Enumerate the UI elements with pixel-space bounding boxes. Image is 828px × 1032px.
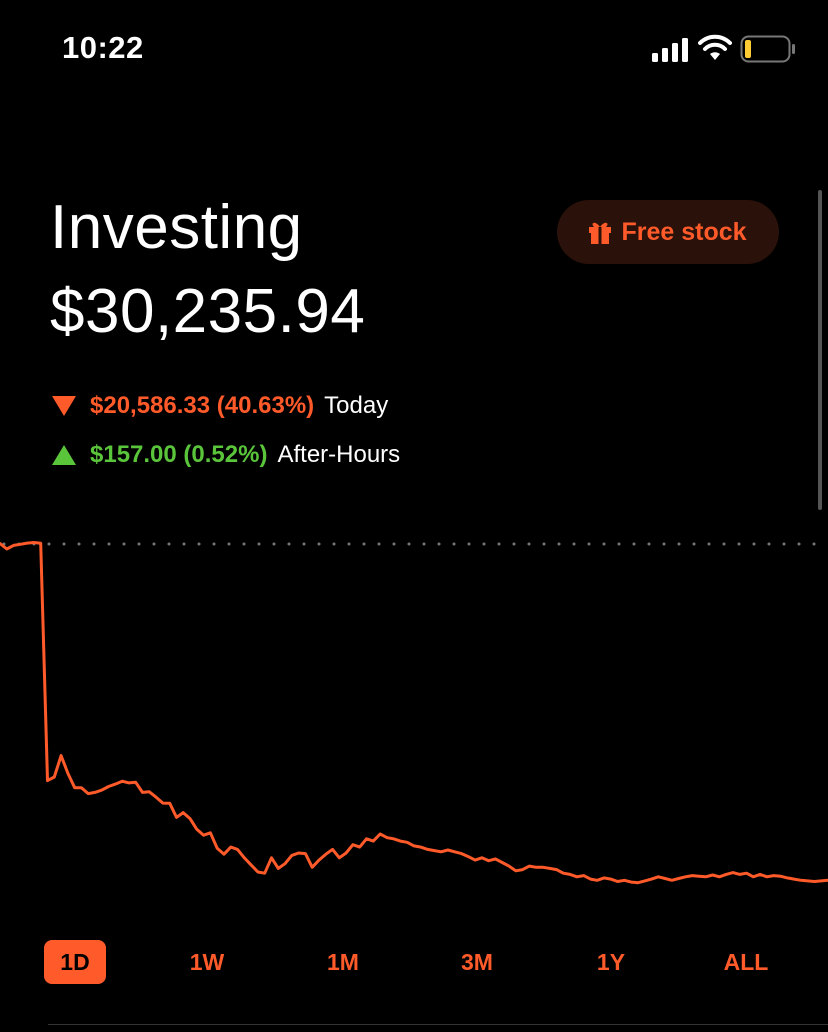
page-title: Investing bbox=[50, 193, 303, 262]
reference-dot bbox=[452, 542, 456, 546]
reference-dot bbox=[437, 542, 441, 546]
range-tab-1d[interactable]: 1D bbox=[44, 940, 106, 984]
reference-dot bbox=[602, 542, 606, 546]
reference-dot bbox=[497, 542, 501, 546]
reference-dot bbox=[212, 542, 216, 546]
after-hours-change-row: $157.00 (0.52%) After-Hours bbox=[52, 441, 400, 469]
reference-dot bbox=[407, 542, 411, 546]
reference-dot bbox=[182, 542, 186, 546]
reference-dot bbox=[167, 542, 171, 546]
reference-dot bbox=[272, 542, 276, 546]
reference-dot bbox=[377, 542, 381, 546]
reference-dot bbox=[467, 542, 471, 546]
reference-dot bbox=[317, 542, 321, 546]
range-tab-1m[interactable]: 1M bbox=[327, 949, 359, 975]
reference-dot bbox=[107, 542, 111, 546]
range-tab-3m[interactable]: 3M bbox=[461, 949, 493, 975]
reference-dot bbox=[197, 542, 201, 546]
reference-dot bbox=[557, 542, 561, 546]
reference-dot bbox=[782, 542, 786, 546]
reference-dot bbox=[572, 542, 576, 546]
reference-dot bbox=[122, 542, 126, 546]
today-change-amount: $20,586.33 (40.63%) bbox=[90, 392, 315, 419]
portfolio-chart[interactable] bbox=[0, 530, 828, 910]
reference-dot bbox=[797, 542, 801, 546]
up-triangle-icon bbox=[52, 445, 76, 465]
range-tab-1y[interactable]: 1Y bbox=[596, 949, 626, 975]
portfolio-value: $30,235.94 bbox=[50, 277, 366, 346]
reference-dot bbox=[512, 542, 516, 546]
after-hours-change-amount: $157.00 (0.52%) bbox=[90, 441, 268, 468]
reference-dot bbox=[737, 542, 741, 546]
reference-dot bbox=[302, 542, 306, 546]
previous-close-reference-line bbox=[2, 542, 816, 546]
reference-dot bbox=[332, 542, 336, 546]
reference-dot bbox=[812, 542, 816, 546]
free-stock-label: Free stock bbox=[621, 217, 747, 246]
reference-dot bbox=[752, 542, 756, 546]
reference-dot bbox=[692, 542, 696, 546]
down-triangle-icon bbox=[52, 396, 76, 416]
reference-dot bbox=[482, 542, 486, 546]
wifi-icon bbox=[698, 34, 732, 60]
today-change-row: $20,586.33 (40.63%) Today bbox=[52, 392, 388, 420]
reference-dot bbox=[617, 542, 621, 546]
range-tabs: 1D 1W 1M 3M 1Y ALL bbox=[44, 940, 784, 984]
reference-dot bbox=[242, 542, 246, 546]
reference-dot bbox=[47, 542, 51, 546]
reference-dot bbox=[632, 542, 636, 546]
range-tab-all[interactable]: ALL bbox=[723, 949, 769, 975]
reference-dot bbox=[257, 542, 261, 546]
status-time: 10:22 bbox=[62, 30, 144, 65]
status-bar: 10:22 bbox=[0, 0, 828, 100]
free-stock-button[interactable]: Free stock bbox=[557, 200, 779, 264]
reference-dot bbox=[137, 542, 141, 546]
reference-dot bbox=[677, 542, 681, 546]
divider bbox=[48, 1024, 828, 1025]
reference-dot bbox=[662, 542, 666, 546]
reference-dot bbox=[347, 542, 351, 546]
reference-dot bbox=[152, 542, 156, 546]
reference-dot bbox=[77, 542, 81, 546]
battery-low-icon bbox=[740, 35, 795, 63]
reference-dot bbox=[767, 542, 771, 546]
reference-dot bbox=[707, 542, 711, 546]
reference-dot bbox=[722, 542, 726, 546]
reference-dot bbox=[542, 542, 546, 546]
reference-dot bbox=[587, 542, 591, 546]
reference-dot bbox=[227, 542, 231, 546]
reference-dot bbox=[62, 542, 66, 546]
scroll-indicator[interactable] bbox=[818, 190, 822, 510]
reference-dot bbox=[647, 542, 651, 546]
today-change-label: Today bbox=[324, 392, 389, 419]
reference-dot bbox=[92, 542, 96, 546]
range-tab-1w[interactable]: 1W bbox=[189, 949, 225, 975]
reference-dot bbox=[527, 542, 531, 546]
reference-dot bbox=[362, 542, 366, 546]
cellular-signal-icon bbox=[652, 38, 688, 62]
portfolio-line bbox=[0, 541, 828, 885]
gift-icon bbox=[589, 222, 612, 244]
after-hours-change-label: After-Hours bbox=[277, 441, 401, 468]
reference-dot bbox=[392, 542, 396, 546]
reference-dot bbox=[422, 542, 426, 546]
reference-dot bbox=[287, 542, 291, 546]
